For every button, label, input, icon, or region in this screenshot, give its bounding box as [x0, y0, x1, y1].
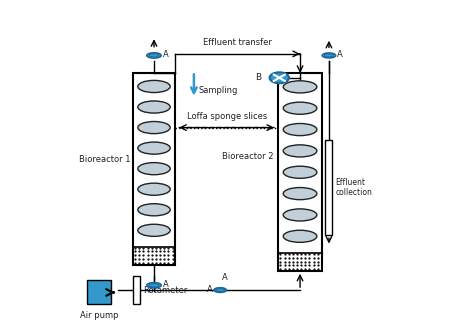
Ellipse shape — [283, 166, 317, 178]
Text: Effluent
collection: Effluent collection — [336, 178, 373, 198]
Ellipse shape — [283, 81, 317, 93]
Ellipse shape — [138, 183, 170, 195]
Ellipse shape — [138, 224, 170, 236]
Text: A: A — [207, 285, 213, 294]
Ellipse shape — [283, 209, 317, 221]
Text: Bioreactor 1: Bioreactor 1 — [79, 155, 130, 164]
Text: Rotameter: Rotameter — [144, 286, 188, 294]
Text: Effluent transfer: Effluent transfer — [203, 38, 272, 47]
Bar — [87, 280, 111, 305]
Ellipse shape — [324, 54, 334, 57]
Ellipse shape — [138, 162, 170, 175]
Ellipse shape — [138, 101, 170, 113]
Bar — [133, 73, 175, 265]
Ellipse shape — [283, 124, 317, 136]
Ellipse shape — [138, 122, 170, 134]
Text: A: A — [222, 273, 228, 282]
Ellipse shape — [138, 204, 170, 216]
Ellipse shape — [283, 230, 317, 242]
Ellipse shape — [270, 72, 289, 83]
Ellipse shape — [147, 283, 161, 288]
Ellipse shape — [283, 102, 317, 114]
Ellipse shape — [283, 188, 317, 200]
Ellipse shape — [138, 80, 170, 93]
Text: Loffa sponge slices: Loffa sponge slices — [186, 111, 267, 121]
Ellipse shape — [283, 145, 317, 157]
Ellipse shape — [147, 53, 161, 58]
Bar — [279, 73, 321, 271]
Text: Bioreactor 2: Bioreactor 2 — [222, 152, 273, 161]
Text: A: A — [163, 280, 168, 289]
Text: Air pump: Air pump — [80, 311, 118, 320]
Text: Sampling: Sampling — [199, 86, 238, 95]
Bar — [133, 276, 140, 305]
Ellipse shape — [149, 54, 159, 57]
Text: A: A — [337, 50, 343, 59]
Ellipse shape — [322, 53, 336, 58]
Bar — [326, 140, 332, 235]
Ellipse shape — [214, 288, 227, 292]
Text: A: A — [163, 50, 168, 59]
Text: B: B — [255, 73, 262, 82]
Ellipse shape — [138, 142, 170, 154]
Ellipse shape — [216, 289, 225, 292]
Ellipse shape — [149, 284, 159, 287]
